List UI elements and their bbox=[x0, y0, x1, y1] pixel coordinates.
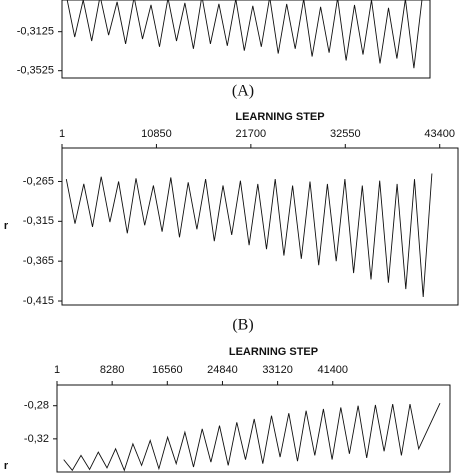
y-tick-label: -0,365 bbox=[23, 255, 54, 267]
y-tick-label: -0,315 bbox=[23, 215, 54, 227]
y-tick-label: -0,28 bbox=[24, 400, 49, 412]
plot-frame bbox=[61, 147, 459, 306]
y-tick-label: -0,3125 bbox=[17, 26, 54, 38]
data-line bbox=[65, 173, 433, 298]
y-tick-label: -0,32 bbox=[24, 433, 49, 445]
x-tick-label: 1 bbox=[54, 364, 60, 376]
y-tick-label: -0,3525 bbox=[17, 65, 54, 77]
x-axis-title: LEARNING STEP bbox=[229, 346, 318, 358]
panel-caption: (B) bbox=[232, 317, 253, 334]
y-tick-label: -0,265 bbox=[23, 175, 54, 187]
x-tick-label: 32550 bbox=[330, 128, 361, 140]
x-tick-label: 24840 bbox=[207, 364, 238, 376]
x-tick-label: 16560 bbox=[152, 364, 183, 376]
y-axis-title: r bbox=[4, 220, 9, 232]
data-line bbox=[66, 0, 423, 69]
x-tick-label: 21700 bbox=[236, 128, 267, 140]
y-tick-label: -0,415 bbox=[23, 295, 54, 307]
x-axis-title: LEARNING STEP bbox=[235, 111, 324, 123]
x-tick-label: 1 bbox=[59, 128, 65, 140]
plot-frame bbox=[56, 384, 451, 473]
x-tick-label: 41400 bbox=[317, 364, 348, 376]
x-tick-label: 43400 bbox=[424, 128, 455, 140]
x-tick-label: 10850 bbox=[141, 128, 172, 140]
plot-frame bbox=[61, 0, 431, 79]
panel-caption: (A) bbox=[232, 83, 254, 100]
x-tick-label: 33120 bbox=[262, 364, 293, 376]
x-tick-label: 8280 bbox=[100, 364, 124, 376]
y-axis-title: r bbox=[4, 460, 9, 472]
data-line bbox=[63, 403, 441, 472]
